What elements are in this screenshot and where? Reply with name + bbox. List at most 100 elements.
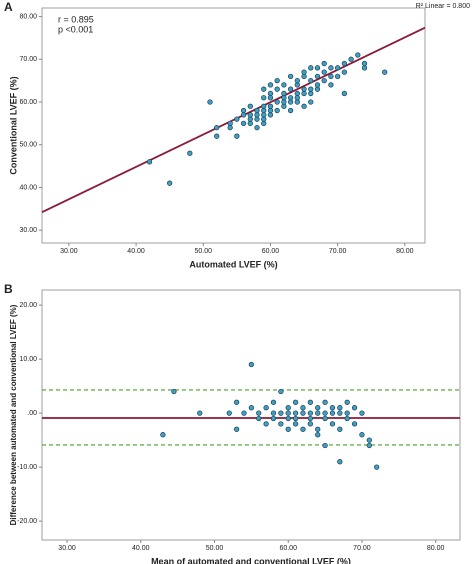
- point: [267, 107, 274, 114]
- point: [314, 86, 321, 92]
- y-tick-label: 50.00: [19, 142, 37, 149]
- point: [300, 405, 306, 411]
- point: [240, 112, 247, 118]
- point: [254, 107, 260, 114]
- point: [322, 399, 328, 405]
- point: [263, 405, 269, 411]
- point: [341, 90, 348, 97]
- point: [267, 112, 274, 118]
- point: [308, 90, 314, 97]
- point: [329, 405, 336, 411]
- point: [167, 180, 173, 186]
- point: [292, 399, 299, 405]
- point: [307, 415, 313, 422]
- point: [321, 60, 327, 67]
- point: [337, 426, 343, 432]
- point: [328, 73, 334, 80]
- point: [294, 90, 300, 97]
- point: [287, 86, 294, 92]
- point: [334, 73, 341, 80]
- point: [160, 432, 166, 438]
- x-tick-label: 50.00: [194, 248, 212, 255]
- point: [301, 103, 307, 109]
- point: [227, 120, 233, 127]
- point: [267, 90, 274, 97]
- point: [322, 415, 328, 422]
- point: [248, 405, 255, 411]
- point: [315, 410, 321, 416]
- point: [344, 399, 350, 405]
- point: [226, 410, 232, 416]
- point: [292, 415, 299, 422]
- point: [207, 99, 213, 105]
- y-axis-title: Conventional LVEF (%): [8, 76, 18, 174]
- annotation: p <0.001: [58, 24, 93, 34]
- y-tick-label: 80.00: [19, 13, 37, 20]
- point: [355, 52, 361, 58]
- point: [294, 77, 300, 84]
- point: [348, 56, 354, 62]
- point: [281, 82, 287, 88]
- point: [285, 426, 291, 432]
- point: [247, 112, 253, 118]
- x-tick-label: 60.00: [279, 545, 297, 552]
- point: [337, 410, 343, 416]
- y-tick-label: 40.00: [19, 184, 37, 191]
- point: [146, 159, 153, 165]
- point: [281, 103, 287, 109]
- point: [281, 95, 287, 101]
- point: [300, 426, 306, 432]
- point: [294, 99, 300, 105]
- point: [315, 405, 321, 411]
- point: [329, 410, 336, 416]
- point: [267, 82, 274, 88]
- point: [261, 107, 267, 114]
- point: [307, 399, 313, 405]
- point: [341, 69, 348, 75]
- point: [240, 107, 247, 114]
- point: [351, 421, 358, 427]
- point: [278, 410, 284, 416]
- point: [329, 421, 336, 427]
- x-tick-label: 50.00: [206, 545, 224, 552]
- point: [301, 90, 307, 97]
- annotation: r = 0.895: [58, 14, 94, 24]
- point: [334, 65, 341, 71]
- point: [351, 405, 358, 411]
- point: [270, 415, 277, 422]
- point: [247, 116, 253, 122]
- point: [337, 459, 343, 465]
- point: [234, 133, 240, 139]
- x-tick-label: 30.00: [58, 545, 76, 552]
- point: [187, 150, 193, 156]
- x-tick-label: 40.00: [127, 248, 145, 255]
- y-tick-label: -10.00: [17, 464, 37, 471]
- point: [285, 415, 291, 422]
- point: [294, 82, 300, 88]
- point: [234, 116, 240, 122]
- point: [361, 65, 368, 71]
- x-tick-label: 70.00: [329, 248, 347, 255]
- x-tick-label: 30.00: [60, 248, 78, 255]
- point: [261, 86, 267, 92]
- point: [267, 103, 274, 109]
- point: [256, 415, 262, 422]
- point: [344, 415, 350, 422]
- point: [322, 442, 328, 449]
- plot-area: [41, 7, 426, 244]
- y-tick-label: 30.00: [19, 227, 37, 234]
- point: [308, 65, 314, 71]
- point: [261, 103, 267, 109]
- point: [214, 133, 220, 139]
- point: [285, 405, 291, 411]
- point: [287, 95, 294, 101]
- point: [308, 86, 314, 92]
- point: [227, 124, 233, 131]
- point: [261, 95, 267, 101]
- x-axis-title: Mean of automated and conventional LVEF …: [151, 556, 351, 564]
- point: [301, 73, 307, 80]
- point: [287, 107, 294, 114]
- x-tick-label: 40.00: [132, 545, 150, 552]
- point: [314, 65, 321, 71]
